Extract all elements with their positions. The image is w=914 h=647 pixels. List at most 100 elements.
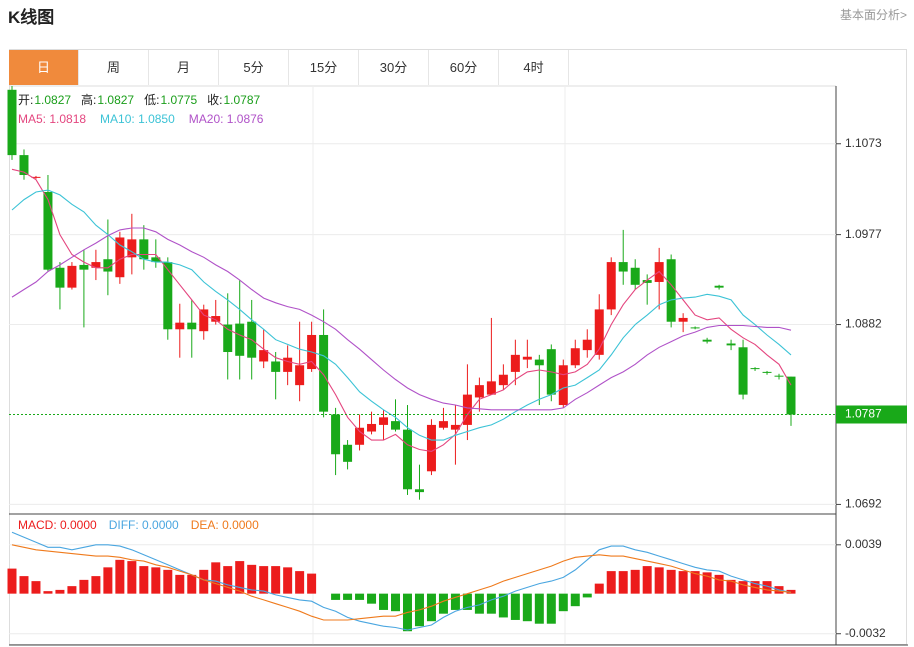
candle-body bbox=[31, 176, 41, 178]
macd-bar bbox=[486, 593, 496, 614]
macd-bar bbox=[7, 568, 17, 594]
candle-body bbox=[79, 264, 89, 270]
macd-bar bbox=[55, 589, 65, 594]
candle-body bbox=[786, 376, 796, 415]
macd-bar bbox=[175, 574, 185, 594]
candle-body bbox=[19, 155, 29, 175]
candle-body bbox=[295, 365, 305, 386]
candle-body bbox=[606, 262, 616, 310]
macd-bar bbox=[19, 576, 29, 594]
info-label: 高: bbox=[81, 92, 96, 107]
y-tick-label: 1.0882 bbox=[845, 317, 882, 331]
candle-body bbox=[55, 267, 65, 288]
macd-bar bbox=[331, 593, 341, 600]
macd-bar bbox=[570, 593, 580, 607]
candle-body bbox=[115, 237, 125, 278]
candle-body bbox=[259, 350, 269, 362]
macd-bar bbox=[223, 566, 233, 594]
period-tab[interactable]: 4时 bbox=[499, 50, 569, 85]
macd-bar bbox=[534, 593, 544, 624]
y-tick-label: 1.1073 bbox=[845, 136, 882, 150]
macd-bar bbox=[678, 571, 688, 594]
macd-bar bbox=[307, 573, 317, 594]
macd-bar bbox=[379, 593, 389, 610]
info-label: 开: bbox=[18, 93, 33, 107]
candle-body bbox=[726, 343, 736, 346]
macd-bar bbox=[510, 593, 520, 620]
macd-bar bbox=[127, 561, 137, 594]
info-label: 收: bbox=[207, 93, 222, 107]
y-tick-label: 1.0692 bbox=[845, 497, 882, 511]
macd-bar bbox=[139, 566, 149, 594]
candle-body bbox=[486, 381, 496, 395]
candle-body bbox=[450, 424, 460, 430]
period-tab[interactable]: 60分 bbox=[429, 50, 499, 85]
candle-body bbox=[582, 339, 592, 351]
macd-bar bbox=[103, 567, 113, 594]
candle-body bbox=[618, 262, 628, 272]
candle-body bbox=[367, 423, 377, 432]
macd-bar bbox=[522, 593, 532, 622]
legend-entry: MA20: 1.0876 bbox=[189, 112, 264, 126]
info-value: 1.0775 bbox=[160, 93, 197, 107]
macd-bar bbox=[642, 566, 652, 594]
legend-entry: MA5: 1.0818 bbox=[18, 112, 86, 126]
candle-body bbox=[151, 257, 161, 263]
candle-body bbox=[438, 421, 448, 428]
candle-body bbox=[762, 371, 772, 373]
period-tab[interactable]: 周 bbox=[79, 50, 149, 85]
candle-body bbox=[738, 347, 748, 395]
macd-bar bbox=[259, 566, 269, 594]
candle-body bbox=[91, 262, 101, 268]
macd-bar bbox=[498, 593, 508, 618]
macd-bar bbox=[630, 569, 640, 594]
macd-bar bbox=[391, 593, 401, 612]
macd-bar bbox=[666, 569, 676, 594]
legend-entry: MACD: 0.0000 bbox=[18, 518, 97, 532]
grid bbox=[9, 143, 836, 635]
period-tab[interactable]: 15分 bbox=[289, 50, 359, 85]
macd-bar bbox=[343, 593, 353, 600]
period-tabs: 日周月 5分 15分 30分 60分 4时 bbox=[9, 50, 569, 85]
candle-body bbox=[750, 368, 760, 370]
fundamental-link[interactable]: 基本面分析> bbox=[839, 8, 907, 22]
macd-bar bbox=[762, 581, 772, 594]
macd-bar bbox=[738, 581, 748, 594]
candle-body bbox=[271, 361, 281, 372]
candle-body bbox=[187, 322, 197, 330]
macd-bar bbox=[714, 574, 724, 594]
candle-body bbox=[498, 374, 508, 386]
candle-body bbox=[43, 192, 53, 270]
macd-bar bbox=[618, 571, 628, 594]
period-tab[interactable]: 30分 bbox=[359, 50, 429, 85]
candle-body bbox=[199, 309, 209, 332]
macd-bar bbox=[211, 562, 221, 594]
period-tab[interactable]: 日 bbox=[9, 50, 79, 85]
period-tab[interactable]: 5分 bbox=[219, 50, 289, 85]
candle-body bbox=[211, 316, 221, 322]
macd-bar bbox=[67, 586, 77, 594]
macd-bar bbox=[235, 561, 245, 594]
macd-bar bbox=[31, 581, 41, 594]
macd-bar bbox=[426, 593, 436, 622]
macd-bar bbox=[43, 591, 53, 594]
ma-line bbox=[11, 227, 792, 411]
candle-body bbox=[774, 375, 784, 377]
candle-body bbox=[510, 354, 520, 372]
period-tab[interactable]: 月 bbox=[149, 50, 219, 85]
candle-body bbox=[714, 285, 724, 288]
y-tick-label: -0.0032 bbox=[845, 626, 886, 640]
macd-bar bbox=[690, 571, 700, 594]
candle-body bbox=[67, 265, 77, 288]
candle-body bbox=[379, 417, 389, 425]
last-price-box bbox=[836, 405, 907, 424]
macd-line bbox=[11, 544, 792, 621]
macd-bar bbox=[462, 593, 472, 610]
candle-body bbox=[223, 324, 233, 353]
candle-body bbox=[642, 280, 652, 283]
macd-bar bbox=[91, 576, 101, 594]
info-label: 低: bbox=[144, 93, 159, 107]
macd-bar bbox=[355, 593, 365, 600]
